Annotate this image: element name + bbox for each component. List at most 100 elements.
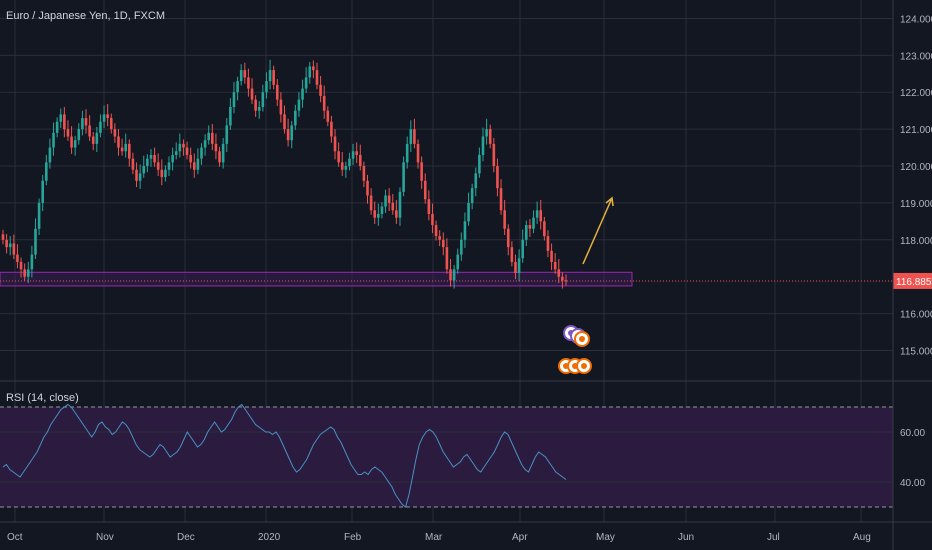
candle-body	[286, 129, 290, 141]
candle-body	[124, 143, 128, 152]
candle-body	[423, 180, 427, 200]
candle-body	[146, 158, 149, 167]
candle-body	[550, 250, 553, 262]
candle-body	[405, 143, 409, 163]
candle-body	[463, 221, 467, 240]
candle-body	[514, 261, 517, 274]
candle-body	[167, 162, 171, 170]
candle-body	[41, 180, 44, 203]
candle-body	[73, 140, 77, 148]
candle-body	[445, 247, 449, 270]
time-tick-label: Mar	[425, 532, 443, 543]
rsi-line	[2, 403, 567, 508]
candle-body	[398, 191, 402, 218]
time-tick-label: Jun	[678, 532, 694, 543]
candle-body	[333, 136, 337, 152]
candle-body	[19, 261, 23, 270]
candle-body	[543, 221, 546, 237]
time-tick-label: Apr	[512, 532, 528, 543]
time-tick-label: Feb	[344, 532, 362, 543]
candle-body	[52, 132, 55, 148]
candle-body	[434, 225, 438, 237]
candle-body	[373, 210, 377, 218]
candle-body	[247, 77, 250, 89]
candle-body	[117, 136, 120, 148]
candle-body	[239, 70, 243, 82]
event-marker-dot	[581, 363, 587, 369]
candle-body	[348, 158, 351, 167]
candle-body	[377, 213, 380, 218]
candle-body	[449, 269, 452, 281]
support-zone	[0, 271, 633, 287]
candle-body	[164, 169, 167, 178]
candle-body	[467, 202, 470, 222]
rsi-title: RSI (14, close)	[6, 392, 79, 404]
candle-body	[275, 84, 279, 100]
candle-body	[431, 213, 434, 226]
candle-body	[358, 154, 362, 167]
rsi-pane: 60.00 40.00	[0, 403, 925, 508]
candle-body	[312, 66, 315, 71]
candle-body	[290, 125, 294, 141]
last-price-badge	[893, 272, 932, 289]
candle-body	[99, 121, 102, 133]
candle-body	[521, 239, 524, 259]
candle-body	[84, 118, 88, 126]
candle-body	[503, 210, 506, 229]
projection-arrow-shaft	[582, 197, 613, 265]
symbol-title: Euro / Japanese Yen, 1D, FXCM	[6, 10, 165, 22]
candle-body	[63, 114, 66, 130]
price-tick-label: 115.000	[900, 346, 932, 357]
candle-body	[171, 154, 174, 163]
candle-body	[485, 129, 488, 137]
candle-body	[506, 228, 510, 248]
candle-body	[218, 151, 221, 163]
last-price-label: 116.885	[896, 277, 932, 288]
candle-body	[456, 254, 460, 270]
candle-body	[330, 121, 333, 137]
candle-body	[229, 106, 232, 126]
candle-body	[402, 162, 405, 192]
candle-body	[340, 162, 344, 170]
rsi-tick-label: 60.00	[900, 428, 925, 439]
candle-body	[301, 88, 304, 100]
candle-body	[427, 199, 431, 214]
candle-body	[221, 143, 225, 163]
candle-body	[362, 166, 366, 181]
candle-body	[26, 269, 30, 277]
candle-body	[478, 154, 481, 174]
candle-body	[59, 114, 63, 122]
candle-body	[243, 70, 247, 78]
candle-body	[30, 254, 34, 270]
candle-body	[304, 77, 308, 89]
price-tick-label: 116.000	[900, 310, 932, 321]
price-tick-label: 119.000	[900, 199, 932, 210]
candle-body	[236, 81, 239, 93]
candle-body	[488, 129, 492, 144]
candle-body	[189, 154, 192, 163]
candle-body	[106, 114, 109, 119]
candle-body	[254, 99, 257, 111]
candle-body	[326, 110, 330, 122]
candle-body	[528, 225, 532, 229]
candle-body	[366, 180, 369, 196]
candle-body	[297, 99, 301, 111]
time-tick-label: Jul	[767, 532, 780, 543]
candle-body	[120, 147, 124, 152]
candle-body	[510, 247, 514, 262]
candle-body	[355, 151, 358, 155]
candle-body	[48, 147, 52, 163]
candle-body	[525, 225, 528, 240]
candle-body	[12, 243, 16, 255]
candle-body	[420, 162, 423, 181]
candle-body	[203, 140, 207, 148]
candle-body	[91, 136, 95, 144]
candle-body	[16, 254, 19, 262]
candle-body	[322, 95, 326, 111]
candle-body	[413, 129, 416, 144]
candle-body	[178, 143, 182, 152]
candle-body	[337, 151, 340, 163]
candle-body	[55, 121, 59, 133]
time-tick-label: Nov	[96, 532, 114, 543]
